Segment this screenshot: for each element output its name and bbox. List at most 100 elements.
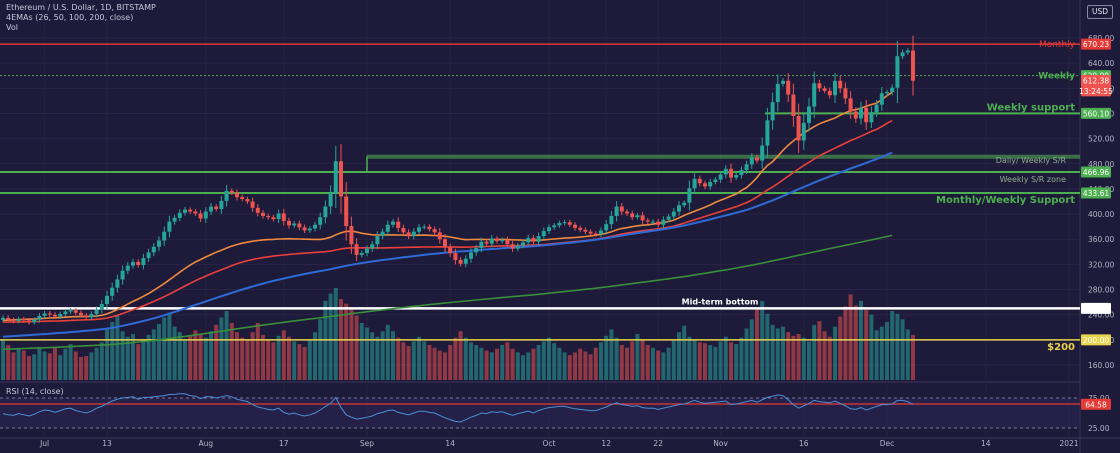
candle-body bbox=[115, 279, 120, 288]
candle-body bbox=[323, 206, 328, 218]
volume-bar bbox=[599, 342, 603, 380]
volume-bar bbox=[531, 348, 536, 380]
candle-body bbox=[219, 200, 224, 210]
candle-body bbox=[339, 161, 343, 197]
volume-bar bbox=[708, 345, 713, 380]
candle-body bbox=[879, 93, 884, 105]
candle-body bbox=[297, 223, 302, 228]
volume-bar bbox=[640, 339, 645, 380]
candle-body bbox=[73, 310, 78, 313]
price-badge-text: 612.38 bbox=[1083, 77, 1109, 86]
volume-bar bbox=[526, 352, 531, 380]
volume-bar bbox=[723, 336, 728, 380]
time-tick-label: Jul bbox=[39, 439, 49, 448]
volume-bar bbox=[6, 345, 11, 380]
volume-bar bbox=[344, 303, 349, 380]
candle-body bbox=[136, 261, 141, 266]
volume-bar bbox=[68, 344, 73, 380]
annotation-label: Weekly support bbox=[987, 102, 1076, 113]
volume-bar bbox=[687, 336, 692, 380]
candle-body bbox=[365, 248, 369, 254]
volume-bar bbox=[895, 313, 900, 380]
volume-bar bbox=[157, 323, 161, 380]
candle-body bbox=[692, 178, 697, 189]
volume-bar bbox=[79, 357, 83, 380]
candle-body bbox=[318, 217, 323, 225]
candle-body bbox=[911, 50, 915, 81]
time-tick-label: 14 bbox=[445, 439, 455, 448]
volume-bar bbox=[474, 345, 479, 380]
rsi-band bbox=[0, 398, 1080, 428]
candle-body bbox=[822, 88, 827, 91]
price-badge-text: 466.96 bbox=[1083, 168, 1109, 177]
candle-body bbox=[37, 315, 42, 320]
volume-bar bbox=[302, 346, 307, 380]
candle-body bbox=[697, 178, 702, 184]
candle-body bbox=[786, 80, 791, 95]
volume-bar bbox=[313, 332, 317, 380]
candle-body bbox=[869, 112, 874, 123]
rsi-legend: RSI (14, close) bbox=[6, 387, 64, 396]
volume-bar bbox=[765, 313, 770, 380]
volume-bar bbox=[255, 322, 260, 380]
currency-badge[interactable]: USD bbox=[1087, 5, 1113, 19]
candle-body bbox=[27, 320, 31, 323]
volume-bar bbox=[183, 339, 187, 380]
annotations: Monthly Weekly Weekly support Daily/ Weekly… bbox=[682, 40, 1076, 353]
volume-bar bbox=[479, 347, 484, 380]
candle-body bbox=[536, 236, 541, 242]
volume-bar bbox=[463, 337, 468, 380]
candle-body bbox=[396, 221, 401, 228]
volume-bar bbox=[188, 334, 193, 380]
candle-body bbox=[110, 287, 115, 296]
candle-body bbox=[245, 198, 250, 202]
volume-bar bbox=[359, 322, 364, 380]
volume-bar bbox=[775, 328, 780, 380]
volume-bar bbox=[365, 327, 369, 380]
price-axis: 680.00640.00600.00560.00520.00480.00440.… bbox=[1079, 34, 1114, 433]
candle-body bbox=[229, 190, 234, 193]
candle-body bbox=[432, 229, 437, 233]
time-tick-label: 14 bbox=[981, 439, 991, 448]
volume-bar bbox=[172, 326, 177, 380]
volume-bar bbox=[692, 340, 697, 380]
volume-bar bbox=[141, 340, 146, 380]
candle-body bbox=[781, 80, 785, 84]
volume-bar bbox=[801, 337, 806, 380]
candle-body bbox=[313, 224, 317, 229]
volume-bar bbox=[786, 332, 791, 380]
volume-bar bbox=[614, 337, 619, 380]
support-resistance-lines bbox=[0, 43, 1080, 341]
rsi-tick-label: 75.00 bbox=[1088, 394, 1110, 403]
volume-bar bbox=[833, 326, 837, 380]
candle-body bbox=[510, 244, 515, 249]
candle-body bbox=[677, 205, 681, 212]
candle-body bbox=[406, 232, 411, 237]
price-tick-label: 320.00 bbox=[1088, 260, 1114, 269]
volume-bar bbox=[146, 334, 151, 380]
volume-bar bbox=[562, 352, 567, 380]
candle-body bbox=[47, 313, 52, 315]
volume-bars bbox=[1, 288, 915, 380]
volume-bar bbox=[266, 339, 271, 380]
candle-body bbox=[547, 227, 551, 232]
price-badge bbox=[1081, 302, 1111, 314]
volume-bar bbox=[791, 335, 796, 380]
candle-body bbox=[354, 244, 359, 255]
candle-body bbox=[796, 115, 801, 141]
price-badge bbox=[1081, 166, 1111, 178]
candle-body bbox=[474, 248, 479, 253]
volume-bar bbox=[235, 332, 239, 380]
annotation-label: Daily/ Weekly S/R bbox=[996, 156, 1067, 165]
candle-body bbox=[515, 245, 520, 249]
candle-body bbox=[838, 80, 843, 89]
candle-body bbox=[16, 319, 21, 321]
candle-body bbox=[614, 206, 619, 216]
price-badge bbox=[1081, 75, 1111, 87]
candle-body bbox=[552, 225, 557, 228]
volume-bar bbox=[120, 331, 125, 380]
rsi-tick-label: 25.00 bbox=[1088, 424, 1110, 433]
volume-bar bbox=[21, 350, 26, 380]
volume-bar bbox=[656, 350, 661, 380]
